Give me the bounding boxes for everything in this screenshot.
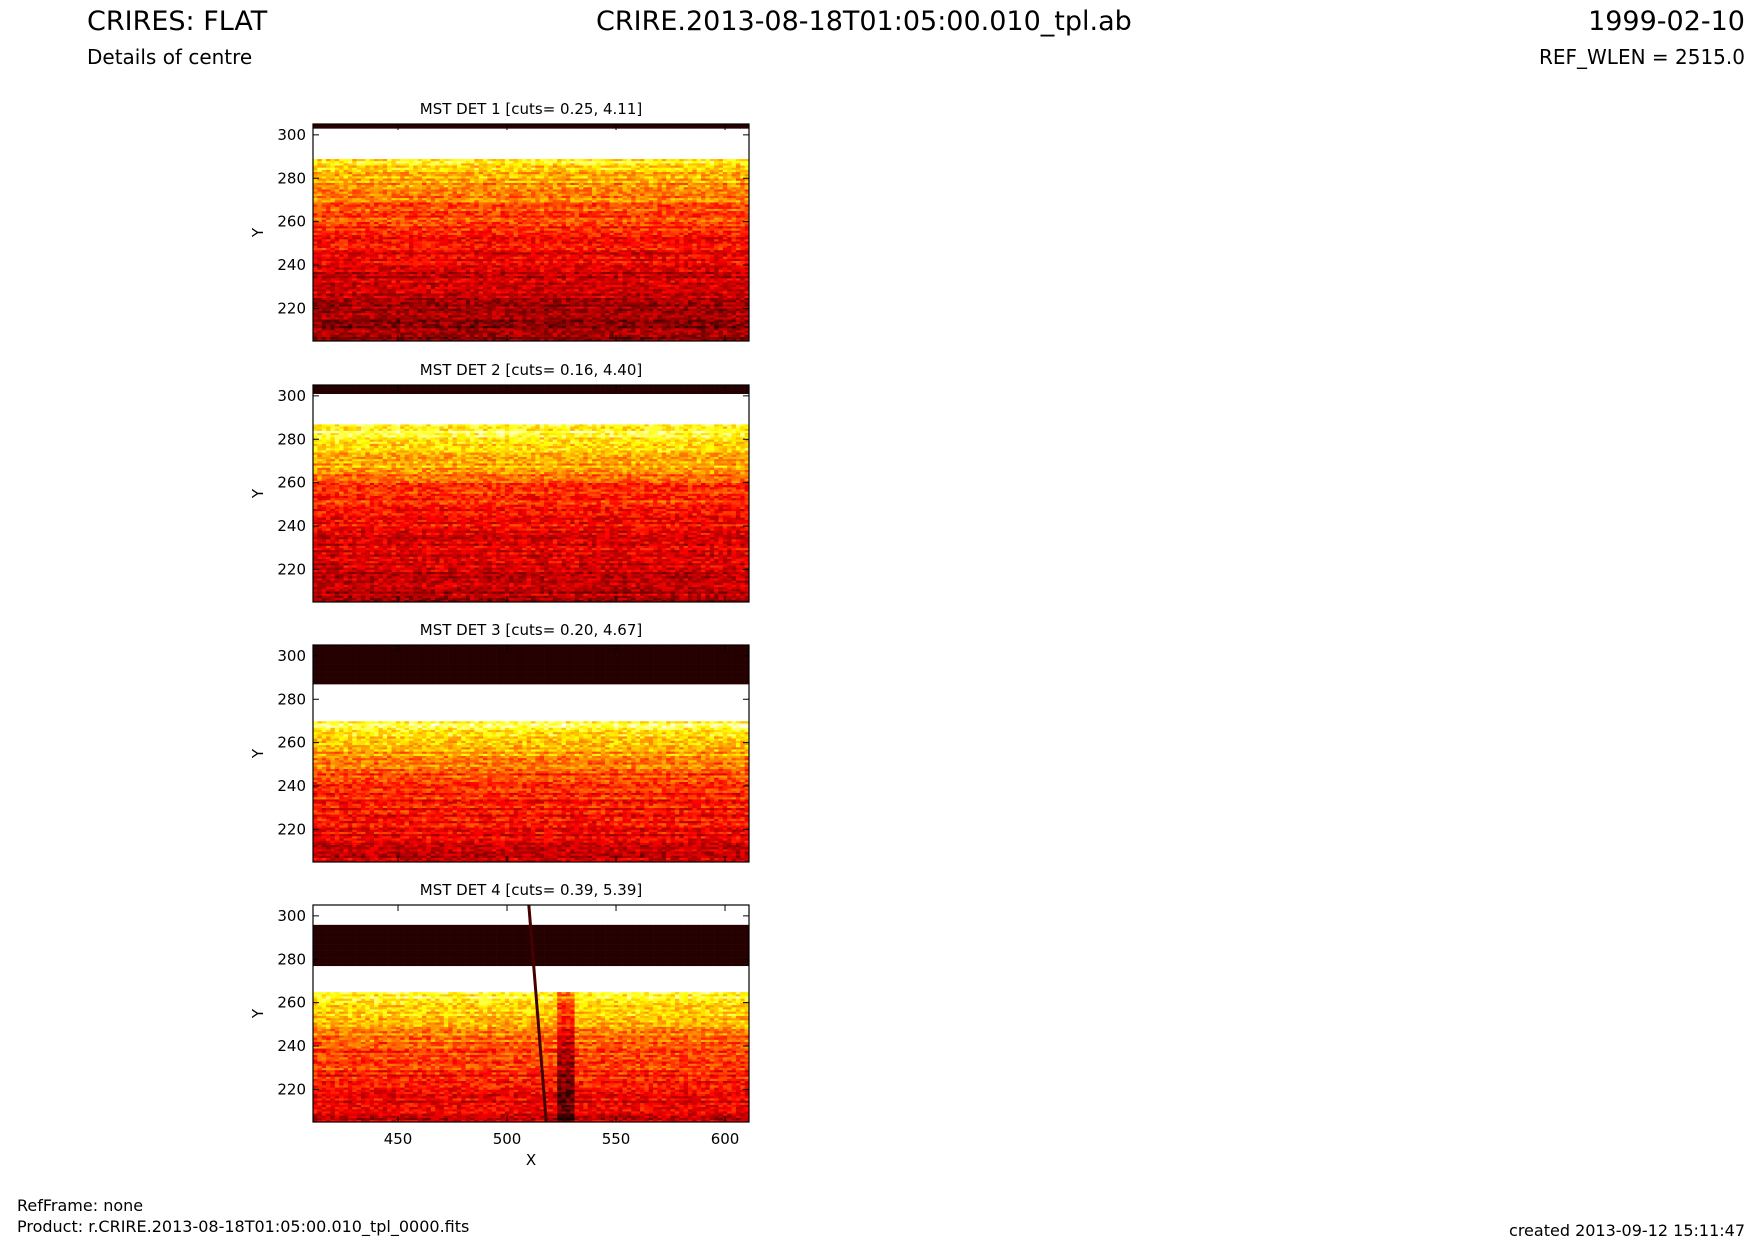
product-label: Product: r.CRIRE.2013-08-18T01:05:00.010… bbox=[17, 1217, 469, 1236]
y-tick-label: 260 bbox=[277, 213, 306, 231]
heatmap-image bbox=[313, 385, 749, 602]
refframe-label: RefFrame: none bbox=[17, 1196, 143, 1215]
x-tick-label: 550 bbox=[602, 1130, 631, 1148]
panel-title: MST DET 2 [cuts= 0.16, 4.40] bbox=[420, 361, 643, 379]
y-tick-label: 300 bbox=[277, 387, 306, 405]
detector-panel-3: 220 240 260 280 300 MST DET 3 [cuts= 0.20, 4.… bbox=[249, 621, 749, 862]
panel-title: MST DET 1 [cuts= 0.25, 4.11] bbox=[420, 100, 643, 118]
y-tick-label: 220 bbox=[277, 820, 306, 838]
heatmap-image bbox=[313, 645, 749, 862]
panel-title: MST DET 4 [cuts= 0.39, 5.39] bbox=[420, 881, 643, 899]
y-tick-label: 220 bbox=[277, 299, 306, 317]
heatmap-image bbox=[313, 905, 749, 1122]
y-tick-label: 220 bbox=[277, 1080, 306, 1098]
x-tick-label: 600 bbox=[711, 1130, 740, 1148]
y-tick-label: 280 bbox=[277, 950, 306, 968]
y-axis-label: Y bbox=[249, 488, 267, 499]
y-tick-label: 280 bbox=[277, 690, 306, 708]
x-axis-label: X bbox=[526, 1151, 536, 1169]
y-tick-label: 300 bbox=[277, 647, 306, 665]
y-axis-label: Y bbox=[249, 1008, 267, 1019]
y-tick-label: 280 bbox=[277, 169, 306, 187]
y-axis-label: Y bbox=[249, 227, 267, 238]
detector-panel-4: 220 240 260 280 300 450 500 550 600 MST DET 4 [cu… bbox=[249, 881, 749, 1169]
y-tick-label: 240 bbox=[277, 777, 306, 795]
y-tick-label: 240 bbox=[277, 256, 306, 274]
detector-panel-2: 220 240 260 280 300 MST DET 2 [cuts= 0.16, 4.… bbox=[249, 361, 749, 602]
y-axis-label: Y bbox=[249, 748, 267, 759]
y-tick-label: 300 bbox=[277, 907, 306, 925]
y-tick-label: 240 bbox=[277, 517, 306, 535]
y-tick-label: 220 bbox=[277, 560, 306, 578]
y-tick-label: 300 bbox=[277, 126, 306, 144]
y-tick-label: 260 bbox=[277, 474, 306, 492]
y-tick-label: 260 bbox=[277, 734, 306, 752]
y-tick-label: 240 bbox=[277, 1037, 306, 1055]
x-tick-label: 450 bbox=[384, 1130, 413, 1148]
y-tick-label: 280 bbox=[277, 430, 306, 448]
x-tick-label: 500 bbox=[493, 1130, 522, 1148]
heatmap-image bbox=[313, 124, 749, 341]
panel-title: MST DET 3 [cuts= 0.20, 4.67] bbox=[420, 621, 643, 639]
created-timestamp: created 2013-09-12 15:11:47 bbox=[1509, 1221, 1745, 1240]
detector-panel-1: 220 240 260 280 300 MST DET 1 [cuts= 0.25, 4.… bbox=[249, 100, 749, 341]
y-tick-label: 260 bbox=[277, 994, 306, 1012]
